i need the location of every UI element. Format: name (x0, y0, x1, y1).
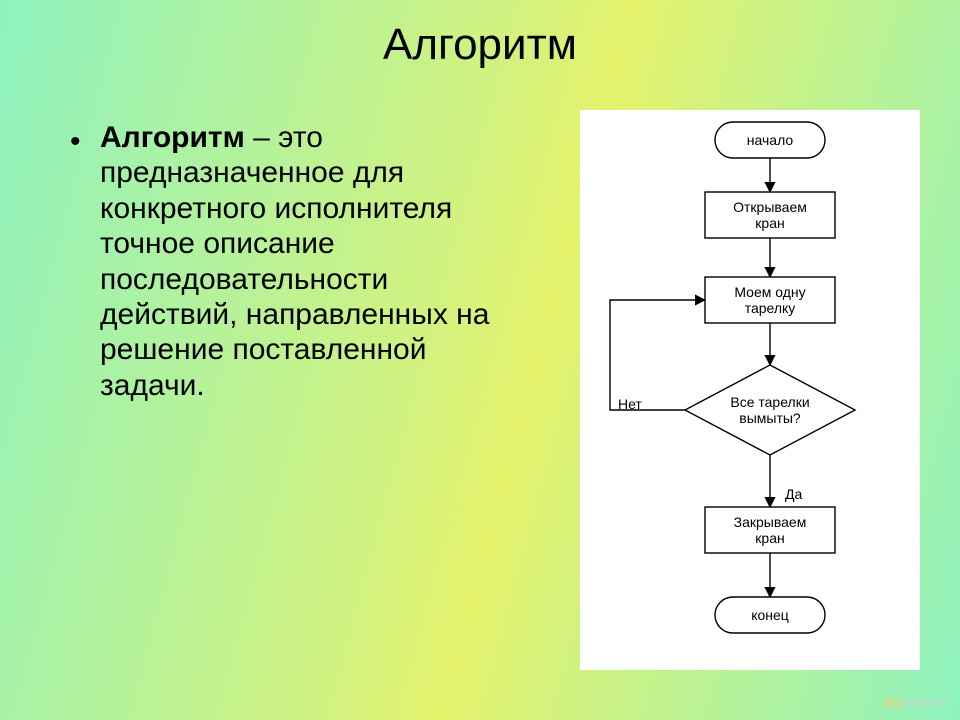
node-label-start: начало (715, 132, 825, 148)
edge-label-decision-wash: Нет (618, 396, 642, 412)
definition-rest: – это предназначенное для конкретного ис… (100, 121, 489, 402)
flowchart-panel: Да Нет начало Открываемкран Моем однутарелку… (580, 110, 920, 670)
node-label-decision: Все тарелкивымыты? (685, 394, 855, 426)
watermark: MyShared (884, 695, 946, 710)
edge-label-decision-close: Да (785, 486, 802, 502)
term: Алгоритм (100, 121, 245, 154)
node-label-open: Открываемкран (705, 199, 835, 231)
bullet-icon (70, 120, 100, 403)
definition-text: Алгоритм – это предназначенное для конкр… (100, 120, 530, 403)
slide: Алгоритм Алгоритм – это предназначенное … (0, 0, 960, 720)
node-label-close: Закрываемкран (705, 514, 835, 546)
slide-title: Алгоритм (0, 20, 960, 70)
node-label-end: конец (715, 607, 825, 623)
watermark-prefix: My (884, 695, 902, 710)
flowchart-svg (580, 110, 920, 670)
body-text: Алгоритм – это предназначенное для конкр… (70, 120, 530, 403)
node-label-wash: Моем однутарелку (705, 284, 835, 316)
watermark-rest: Shared (902, 695, 946, 710)
